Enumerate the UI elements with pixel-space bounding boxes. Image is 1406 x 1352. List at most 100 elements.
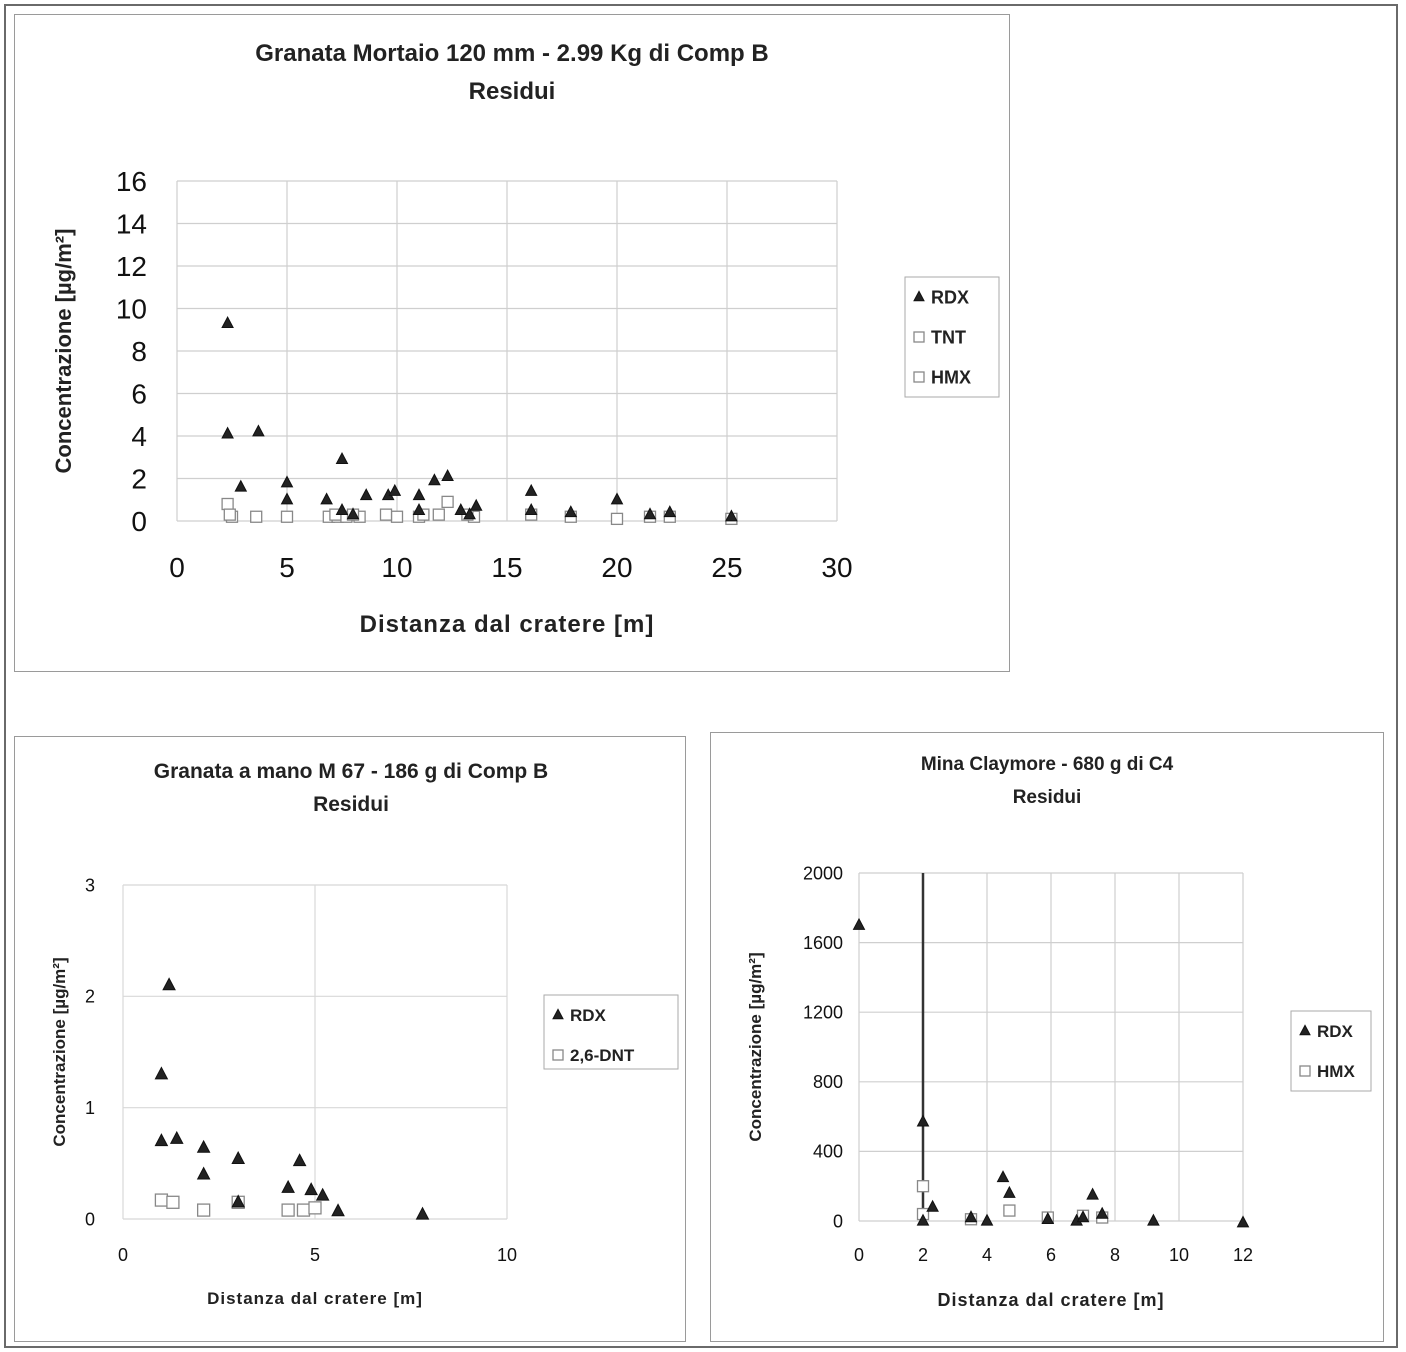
y-tick-label: 1200 (803, 1003, 843, 1023)
point-rdx (964, 1210, 978, 1223)
legend-marker-hmx (1299, 1065, 1311, 1077)
point-rdx (331, 1203, 345, 1217)
point-2-6-dnt (166, 1195, 180, 1209)
y-tick-label: 0 (131, 506, 147, 537)
legend-label: HMX (931, 367, 971, 387)
point-rdx (292, 1153, 307, 1167)
y-tick-label: 6 (131, 378, 147, 409)
legend-marker-rdx (1299, 1024, 1311, 1036)
y-tick-label: 4 (131, 421, 147, 452)
x-tick-label: 0 (118, 1245, 128, 1265)
y-tick-label: 14 (116, 208, 147, 239)
point-tnt (610, 512, 624, 526)
x-tick-label: 10 (381, 552, 412, 583)
y-tick-label: 8 (131, 336, 147, 367)
point-rdx (610, 492, 624, 505)
legend-label: HMX (1317, 1062, 1355, 1081)
point-rdx (1041, 1211, 1055, 1224)
point-rdx (231, 1194, 246, 1208)
point-rdx (852, 917, 866, 930)
chart-subtitle: Residui (469, 78, 556, 105)
chart-hand-grenade-svg: Granata a mano M 67 - 186 g di Comp B Res… (50, 760, 679, 1308)
point-rdx (169, 1130, 184, 1144)
point-rdx (221, 316, 234, 329)
x-tick-label: 12 (1233, 1245, 1253, 1265)
point-rdx (1076, 1210, 1090, 1223)
point-2-6-dnt (154, 1193, 169, 1207)
legend-label: RDX (1317, 1022, 1354, 1041)
legend-box (543, 994, 679, 1070)
x-tick-label: 5 (279, 552, 295, 583)
point-rdx (454, 503, 468, 516)
point-rdx (280, 475, 294, 488)
point-tnt (250, 510, 263, 523)
x-tick-label: 10 (497, 1245, 517, 1265)
y-tick-label: 10 (116, 293, 147, 324)
legend-label: RDX (931, 287, 969, 307)
legend-marker-rdx (913, 290, 925, 302)
x-tick-label: 25 (711, 552, 742, 583)
point-rdx (1147, 1213, 1160, 1226)
chart-claymore-svg: Mina Claymore - 680 g di C4 Residui 0 2 4 6 8 1… (746, 754, 1372, 1310)
point-rdx (564, 505, 578, 518)
x-tick-label: 15 (491, 552, 522, 583)
legend-marker-2-6-dnt (552, 1049, 564, 1061)
x-tick-label: 0 (854, 1245, 864, 1265)
x-tick-label: 6 (1046, 1245, 1056, 1265)
x-tick-label: 20 (601, 552, 632, 583)
x-tick-label: 5 (310, 1245, 320, 1265)
point-2-6-dnt (308, 1201, 322, 1215)
y-tick-label: 800 (813, 1072, 843, 1092)
chart-title: Granata Mortaio 120 mm - 2.99 Kg di Comp… (255, 40, 768, 67)
y-axis-label: Concentrazione [µg/m²] (746, 952, 765, 1141)
point-rdx (415, 1206, 430, 1220)
y-tick-label: 1 (85, 1098, 95, 1118)
point-hmx (432, 508, 445, 521)
y-tick-label: 1600 (803, 933, 843, 953)
point-hmx (223, 508, 236, 521)
point-tnt (221, 497, 234, 511)
point-rdx (441, 469, 454, 482)
point-hmx (916, 1180, 930, 1193)
point-rdx (154, 1133, 169, 1147)
point-rdx (916, 1213, 930, 1226)
chart-subtitle: Residui (1013, 787, 1082, 808)
point-rdx (725, 509, 738, 522)
point-rdx (1236, 1215, 1250, 1228)
point-rdx (916, 1114, 930, 1127)
y-tick-label: 0 (85, 1209, 95, 1229)
x-tick-label: 4 (982, 1245, 992, 1265)
point-rdx (980, 1213, 994, 1226)
chart-claymore: Mina Claymore - 680 g di C4 Residui 0 2 4 6 8 1… (710, 732, 1384, 1342)
point-rdx (412, 488, 426, 501)
point-rdx (281, 1179, 295, 1193)
y-tick-label: 0 (833, 1211, 843, 1231)
legend-marker-hmx (913, 371, 925, 383)
legend-marker-rdx (552, 1008, 564, 1020)
point-rdx (196, 1166, 211, 1180)
point-rdx (463, 507, 476, 520)
point-rdx (304, 1182, 318, 1196)
point-rdx (315, 1187, 330, 1201)
point-rdx (154, 1066, 169, 1080)
point-tnt (280, 510, 294, 523)
point-rdx (469, 498, 483, 511)
x-tick-label: 30 (821, 552, 852, 583)
point-2-6-dnt (196, 1203, 211, 1217)
legend-marker-tnt (913, 331, 925, 343)
point-rdx (234, 479, 248, 492)
chart-hand-grenade: Granata a mano M 67 - 186 g di Comp B Res… (14, 736, 686, 1342)
y-axis-label: Concentrazione [µg/m²] (50, 957, 69, 1146)
x-tick-label: 0 (169, 552, 185, 583)
point-rdx (231, 1150, 246, 1164)
point-rdx (524, 503, 538, 516)
chart-subtitle: Residui (313, 793, 389, 816)
point-rdx (428, 473, 441, 486)
x-axis-label: Distanza dal cratere [m] (207, 1289, 423, 1308)
point-rdx (162, 977, 176, 991)
point-rdx (320, 492, 333, 505)
point-rdx (280, 492, 294, 505)
point-rdx (221, 426, 234, 439)
point-rdx (1003, 1185, 1016, 1198)
x-tick-label: 8 (1110, 1245, 1120, 1265)
